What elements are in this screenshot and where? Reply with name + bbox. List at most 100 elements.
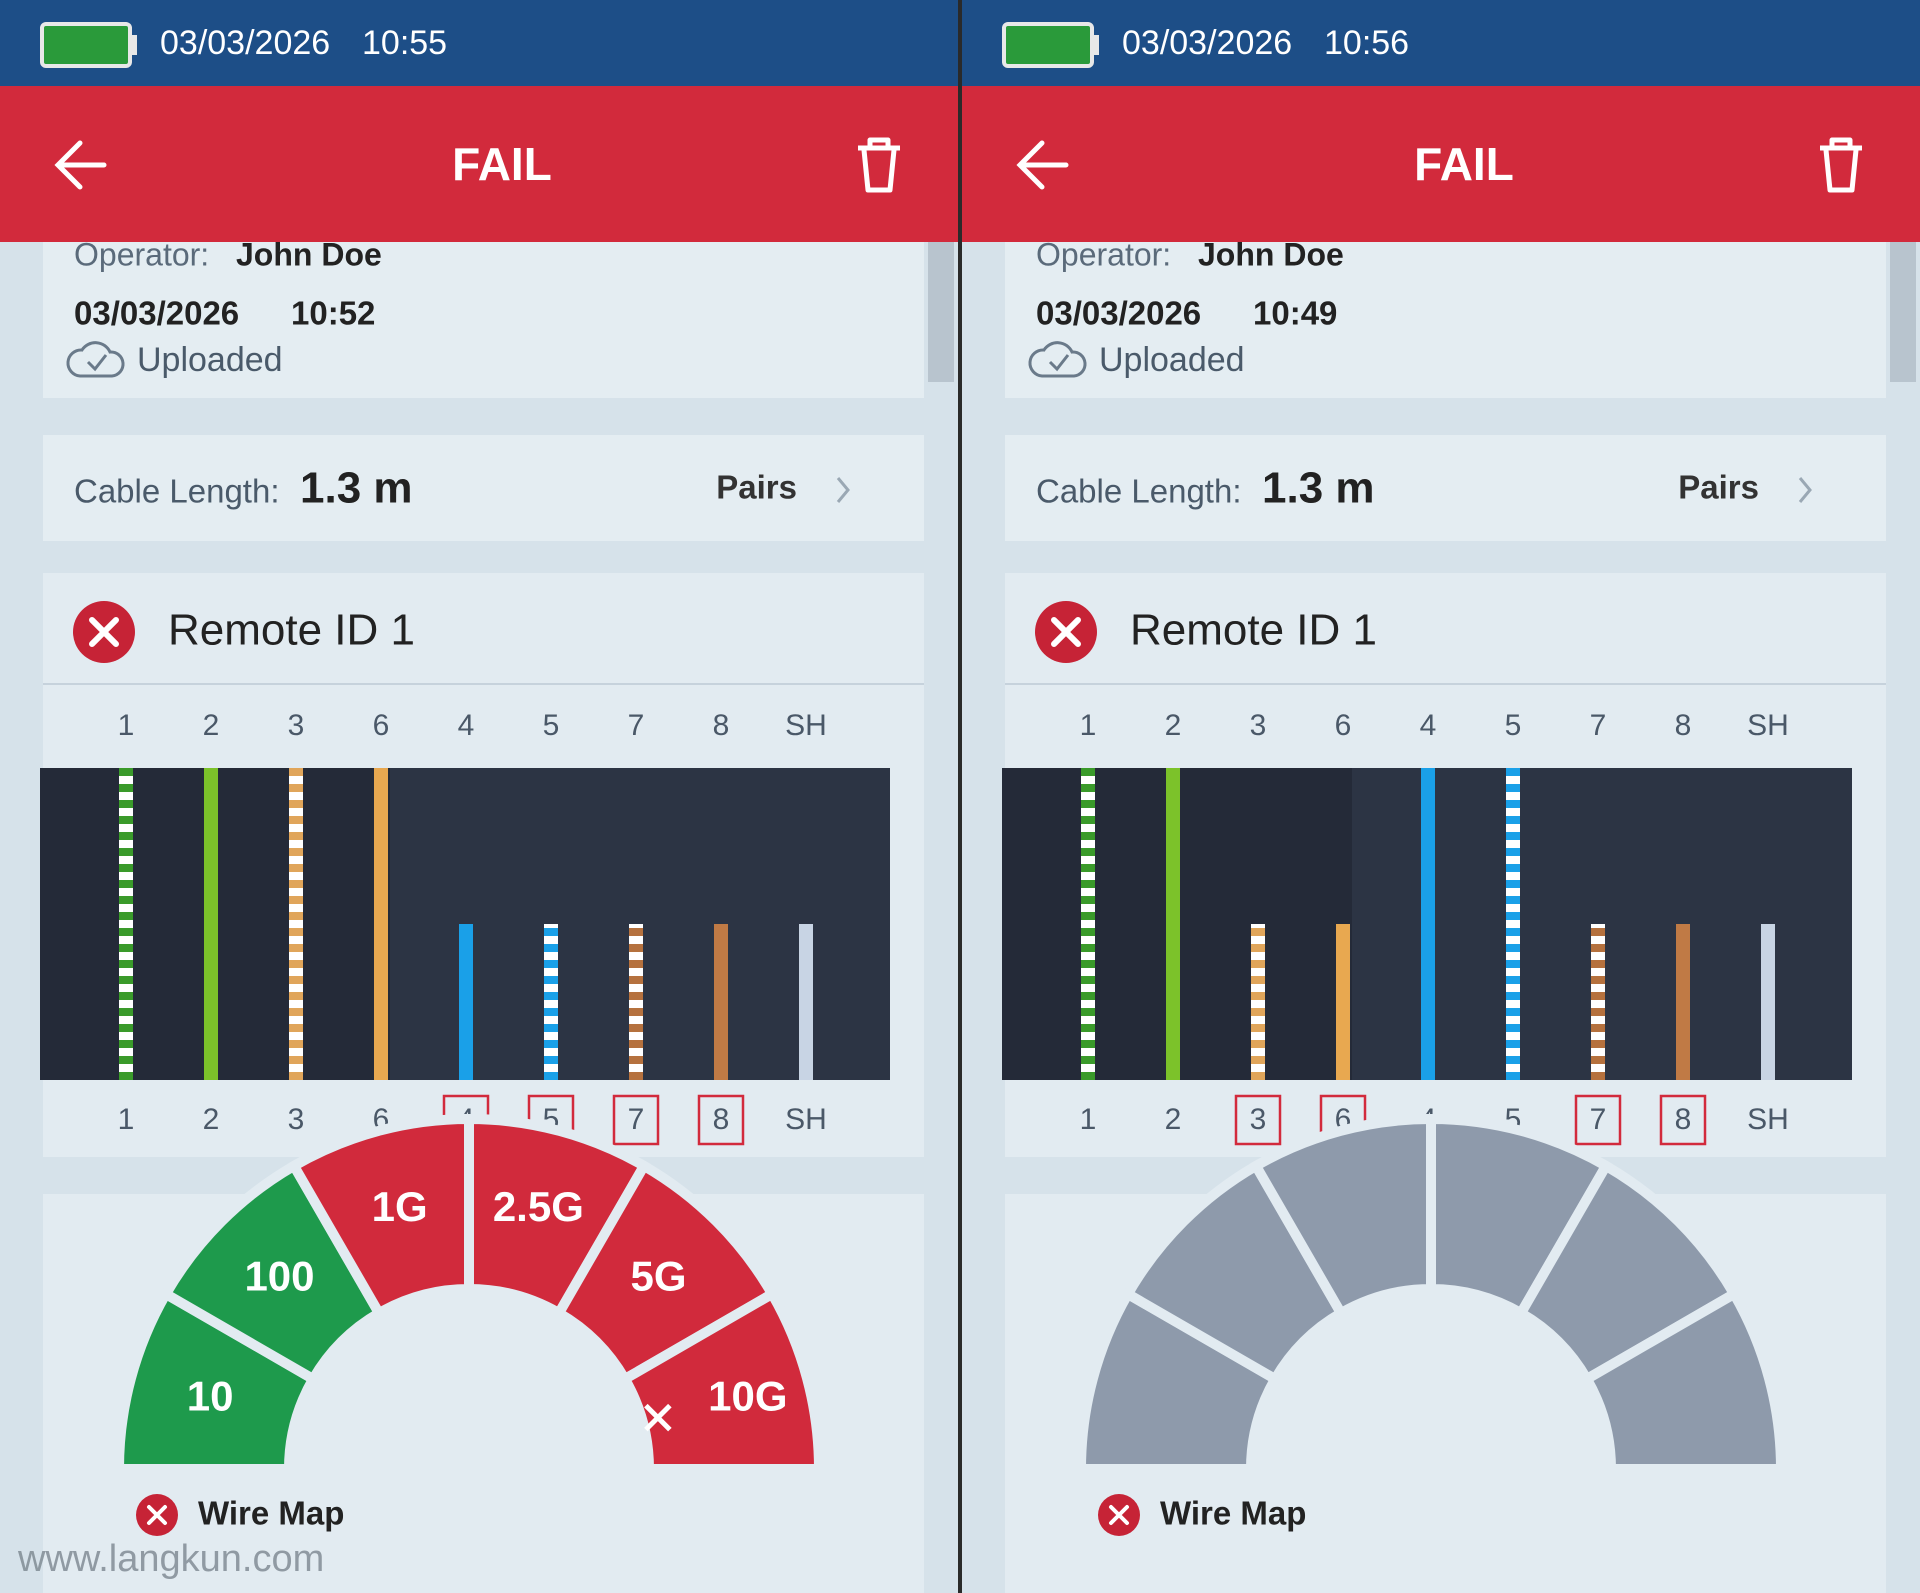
remote-id: Remote ID 1 [168, 606, 415, 655]
battery-nub [130, 35, 137, 55]
near-pin-label: 5 [543, 709, 560, 742]
back-button[interactable] [54, 140, 107, 190]
result-fail-cross [147, 1505, 167, 1525]
near-pin-label: 3 [288, 709, 305, 742]
result-label: Wire Map [198, 1495, 344, 1532]
result-fail-cross [1109, 1505, 1129, 1525]
delete-button[interactable] [1820, 137, 1862, 193]
speed-label: 2.5G [493, 1183, 584, 1230]
near-pin-label: 4 [1420, 709, 1437, 742]
wire [1251, 924, 1265, 1080]
fail-icon-cross [1051, 617, 1081, 647]
scrollbar [1890, 242, 1916, 382]
far-pin-label: 1 [1080, 1103, 1097, 1136]
status-bar [962, 0, 1920, 86]
cable-length-value: 1.3 m [1262, 464, 1375, 513]
speed-label: 10 [187, 1373, 234, 1420]
operator-name: John Doe [1198, 236, 1344, 272]
wire [459, 924, 473, 1080]
near-pin-label: 7 [1590, 709, 1607, 742]
pairs-link[interactable]: Pairs [1678, 469, 1759, 506]
status-time: 10:56 [1324, 24, 1409, 62]
battery-icon [40, 22, 132, 68]
result-label: Wire Map [1160, 1495, 1306, 1532]
wire [289, 768, 303, 1080]
far-pin-label: SH [785, 1103, 827, 1136]
back-button[interactable] [1016, 140, 1069, 190]
status-bar [0, 0, 958, 86]
operator-label: Operator: [74, 236, 209, 272]
near-pin-label: 1 [118, 709, 135, 742]
near-pin-label: 6 [1335, 709, 1352, 742]
info-card [43, 242, 924, 398]
test-time: 10:49 [1253, 295, 1337, 332]
speed-fail-cross [644, 1403, 672, 1432]
cloud-icon [66, 341, 125, 378]
wire [1506, 768, 1520, 1080]
near-pin-label: SH [785, 709, 827, 742]
pairs-link[interactable]: Pairs [716, 469, 797, 506]
cable-length-value: 1.3 m [300, 464, 413, 513]
fault-box [1234, 1094, 1282, 1146]
header-bar [962, 86, 1920, 242]
battery-icon [1002, 22, 1094, 68]
fault-box [1659, 1094, 1707, 1146]
speed-segment [618, 1287, 825, 1474]
status-date: 03/03/2026 [160, 24, 330, 62]
upload-status: Uploaded [1099, 341, 1245, 379]
near-pin-label: 6 [373, 709, 390, 742]
fault-box [1574, 1094, 1622, 1146]
near-pin-label: 1 [1080, 709, 1097, 742]
speed-label: 5G [630, 1253, 686, 1300]
far-pin-label: 8 [1675, 1103, 1692, 1136]
scrollbar [928, 242, 954, 382]
near-pin-label: SH [1747, 709, 1789, 742]
near-pin-label: 5 [1505, 709, 1522, 742]
wire [1081, 768, 1095, 1080]
far-pin-label: 3 [288, 1103, 305, 1136]
operator-label: Operator: [1036, 236, 1171, 272]
cloud-icon [1028, 341, 1087, 378]
near-pin-label: 8 [1675, 709, 1692, 742]
wire [714, 924, 728, 1080]
operator-name: John Doe [236, 236, 382, 272]
far-pin-label: 8 [713, 1103, 730, 1136]
header-bar [0, 86, 958, 242]
battery-nub [1092, 35, 1099, 55]
wire [119, 768, 133, 1080]
far-pin-label: 3 [1250, 1103, 1267, 1136]
device-screen: 03/03/2026 10:55 FAIL Operator: John Doe 03/0… [0, 0, 958, 1593]
speed-segment [1580, 1287, 1787, 1474]
test-date: 03/03/2026 [74, 295, 239, 332]
wire [1761, 924, 1775, 1080]
wire [629, 924, 643, 1080]
cable-card [43, 435, 924, 541]
wire [1591, 924, 1605, 1080]
header-title: FAIL [1414, 138, 1514, 190]
status-time: 10:55 [362, 24, 447, 62]
wire [544, 924, 558, 1080]
far-pin-label: SH [1747, 1103, 1789, 1136]
wire [1421, 768, 1435, 1080]
info-card [1005, 242, 1886, 398]
chevron-icon[interactable] [836, 477, 850, 503]
cable-card [1005, 435, 1886, 541]
far-pin-label: 7 [628, 1103, 645, 1136]
far-pin-label: 1 [118, 1103, 135, 1136]
fault-box [697, 1094, 745, 1146]
chevron-icon[interactable] [1798, 477, 1812, 503]
delete-button[interactable] [858, 137, 900, 193]
near-pin-label: 7 [628, 709, 645, 742]
test-date: 03/03/2026 [1036, 295, 1201, 332]
far-pin-label: 2 [1165, 1103, 1182, 1136]
wire [1166, 768, 1180, 1080]
header-title: FAIL [452, 138, 552, 190]
device-screen: 03/03/2026 10:56 FAIL Operator: John Doe 03/0… [962, 0, 1920, 1593]
wire [374, 768, 388, 1080]
near-pin-label: 8 [713, 709, 730, 742]
near-pin-label: 2 [1165, 709, 1182, 742]
near-pin-label: 4 [458, 709, 475, 742]
cable-length-label: Cable Length: [1036, 473, 1242, 510]
test-time: 10:52 [291, 295, 375, 332]
status-date: 03/03/2026 [1122, 24, 1292, 62]
